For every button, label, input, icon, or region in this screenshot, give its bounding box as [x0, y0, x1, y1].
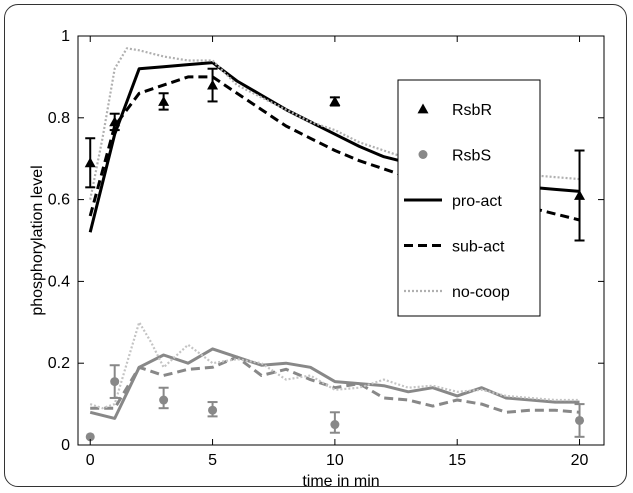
y-tick-label: 1 — [61, 28, 70, 45]
legend-swatch-rsbs — [418, 150, 428, 159]
figure-frame — [4, 4, 627, 487]
rsbs-data-point — [110, 377, 120, 387]
y-axis-label: phosphorylation level — [29, 165, 46, 315]
rsbs-data-point — [575, 415, 585, 425]
legend-swatch-rsbr — [417, 103, 429, 114]
y-tick-label: 0.8 — [48, 110, 70, 127]
rsbs-data-point — [330, 420, 340, 430]
rsbr-data-point — [207, 79, 219, 90]
rsbs-data-point — [159, 395, 169, 405]
legend-label-no-coop: no-coop — [452, 284, 510, 301]
rsbr-data-point — [329, 95, 341, 106]
x-tick-label: 5 — [208, 452, 217, 469]
legend-label-rsbr: RsbR — [452, 102, 492, 119]
x-tick-label: 0 — [86, 452, 95, 469]
x-tick-label: 20 — [571, 452, 589, 469]
rsbr-data-point — [574, 190, 586, 200]
legend: RsbR RsbS pro-act sub-act no-coop — [397, 79, 541, 317]
plot-area-border — [77, 35, 605, 446]
rsbs-data-point — [208, 405, 218, 415]
y-tick-label: 0.4 — [48, 273, 70, 290]
rsbs-data-point — [85, 432, 95, 442]
legend-label-rsbs: RsbS — [452, 148, 491, 165]
x-axis-label: time in min — [302, 473, 379, 490]
rsbr-data-point — [84, 157, 96, 168]
rsbr-data-point — [109, 116, 121, 127]
plot-markers — [84, 67, 586, 442]
series-rsbs-no-coop — [89, 321, 580, 410]
legend-label-pro-act: pro-act — [452, 193, 502, 210]
axis-ticks: 0 5 10 15 20 0 0.2 0.4 0.6 0.8 1 — [48, 28, 604, 469]
rsbr-data-point — [158, 95, 170, 106]
x-tick-label: 15 — [448, 452, 466, 469]
x-tick-label: 10 — [326, 452, 344, 469]
y-tick-label: 0.6 — [48, 192, 70, 209]
y-tick-label: 0.2 — [48, 355, 70, 372]
legend-box — [397, 79, 541, 317]
y-tick-label: 0 — [61, 437, 70, 454]
series-rsbs-sub-act — [90, 355, 580, 414]
legend-label-sub-act: sub-act — [452, 239, 505, 256]
